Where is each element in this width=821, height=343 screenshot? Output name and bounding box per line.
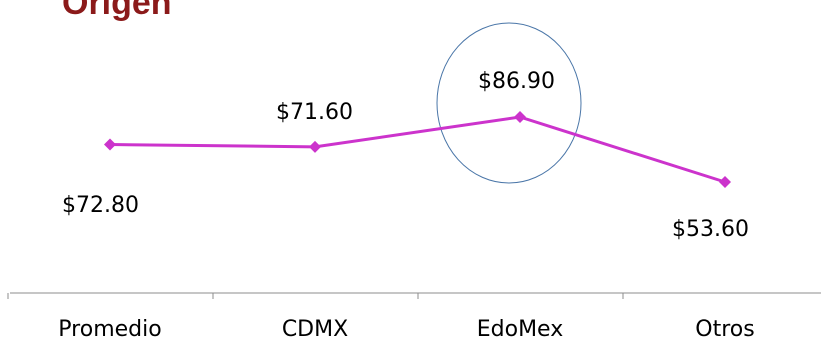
category-label-otros: Otros [695, 317, 754, 342]
data-label-promedio: $72.80 [62, 193, 139, 218]
data-point-promedio [104, 138, 116, 151]
highlight-circle [436, 22, 582, 184]
data-labels: $72.80 $71.60 $86.90 $53.60 [62, 69, 749, 242]
x-axis-ticks [7, 293, 624, 299]
data-label-cdmx: $71.60 [276, 100, 353, 125]
category-label-edomex: EdoMex [477, 317, 563, 342]
category-label-promedio: Promedio [58, 317, 161, 342]
series-markers [104, 111, 731, 188]
data-label-edomex: $86.90 [478, 69, 555, 94]
data-point-cdmx [309, 140, 321, 153]
chart-title: Origen [62, 0, 172, 22]
data-point-edomex [514, 111, 526, 123]
data-point-otros [719, 176, 731, 188]
category-labels: Promedio CDMX EdoMex Otros [58, 317, 754, 342]
data-label-otros: $53.60 [672, 217, 749, 242]
category-label-cdmx: CDMX [282, 317, 348, 342]
series-line [109, 115, 726, 184]
